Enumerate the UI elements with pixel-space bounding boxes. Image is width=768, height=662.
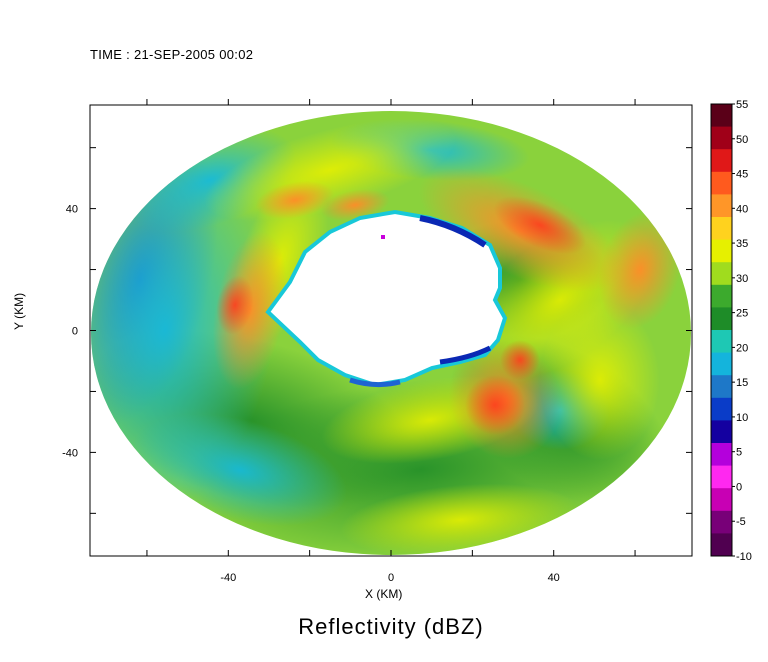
reflectivity-cell [255,180,335,220]
colorbar-segment [711,284,732,308]
colorbar-segment [711,307,732,331]
colorbar-tick-label: 45 [736,169,748,181]
x-tick-label: -40 [220,572,236,584]
reflectivity-cell [540,300,660,460]
y-ticks: -40 0 40 [62,147,692,514]
y-tick-label: 40 [66,204,78,216]
y-tick-label: -40 [62,447,78,459]
colorbar-tick-label: 15 [736,377,748,389]
colorbar-tick-label: 20 [736,342,748,354]
colorbar-segment [711,239,732,263]
reflectivity-cell [493,195,587,255]
colorbar-segment [711,262,732,286]
colorbar-segment [711,171,732,195]
colorbar-tick-label: 5 [736,447,742,459]
colorbar-segment [711,465,732,489]
colorbar-tick-label: 0 [736,481,742,493]
colorbar-segment [711,488,732,512]
colorbar-segment [711,126,732,150]
colorbar-segment [711,352,732,376]
x-tick-label: 40 [548,572,560,584]
colorbar-segment [711,217,732,241]
colorbar-tick-label: 35 [736,238,748,250]
chart-title: Reflectivity (dBZ) [298,614,484,639]
colorbar-tick-label: 25 [736,308,748,320]
colorbar-segment [711,510,732,534]
x-ticks: -40 0 40 [146,99,636,584]
colorbar-tick-label: 10 [736,412,748,424]
eyewall-rim-southwest [349,377,401,388]
colorbar-frame [710,103,733,557]
colorbar-segment [711,194,732,218]
eyewall-rim-south [439,345,492,365]
colorbar-tick-label: 30 [736,273,748,285]
isolated-pixel [381,235,385,239]
reflectivity-cell [465,375,525,435]
colorbar-tick-label: 55 [736,99,748,111]
colorbar-segment [711,443,732,467]
colorbar-tick-label: -10 [736,551,752,563]
reflectivity-cell [216,275,254,335]
colorbar-tick-label: 40 [736,203,748,215]
eyewall-rim-north [419,215,487,248]
x-tick-label: 0 [388,572,394,584]
colorbar-segment [711,149,732,173]
eyewall-edge [265,209,508,388]
colorbar-segment [711,420,732,444]
x-axis-label: X (KM) [365,587,403,601]
colorbar-segment [711,533,732,557]
time-label: TIME : 21-SEP-2005 00:02 [90,47,254,62]
y-axis-label: Y (KM) [12,292,26,330]
y-tick-label: 0 [72,326,78,338]
colorbar-tick-label: -5 [736,516,746,528]
colorbar-segment [711,330,732,354]
colorbar-segment [711,375,732,399]
colorbar-segment [711,104,732,128]
reflectivity-cell [598,211,682,329]
reflectivity-cell [320,189,390,221]
reflectivity-cell [500,340,540,380]
colorbar-tick-label: 50 [736,134,748,146]
colorbar-segment [711,397,732,421]
